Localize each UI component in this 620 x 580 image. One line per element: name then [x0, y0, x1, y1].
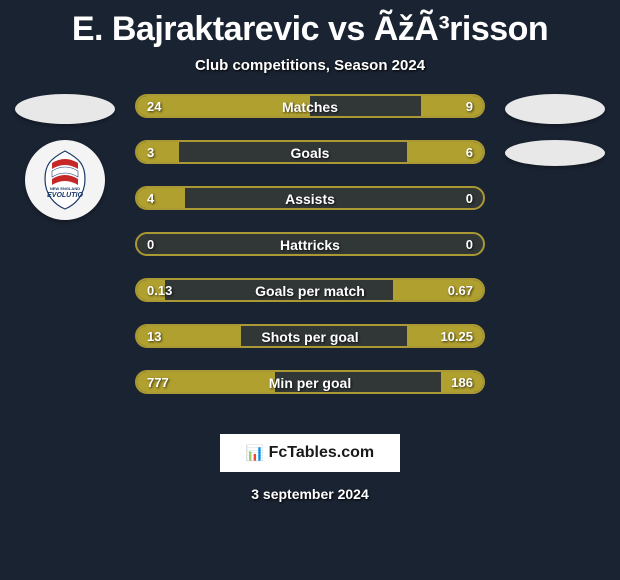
vs-separator: vs [328, 10, 365, 48]
branding-badge: 📊 FcTables.com [220, 434, 400, 472]
stat-value-left: 0 [137, 234, 164, 254]
stat-value-left: 4 [137, 188, 164, 208]
stats-bars: Matches249Goals36Assists40Hattricks00Goa… [135, 94, 485, 416]
stat-row: Goals per match0.130.67 [135, 278, 485, 302]
svg-text:EVOLUTIO: EVOLUTIO [47, 192, 83, 199]
player1-club-logo-icon: EVOLUTIO NEW ENGLAND [25, 140, 105, 220]
date-label: 3 september 2024 [0, 486, 620, 502]
stat-label: Hattricks [137, 234, 483, 254]
stat-value-left: 3 [137, 142, 164, 162]
comparison-title: E. Bajraktarevic vs ÃžÃ³risson [0, 0, 620, 49]
stat-value-right: 6 [456, 142, 483, 162]
branding-text: FcTables.com [269, 444, 375, 462]
stat-row: Shots per goal1310.25 [135, 324, 485, 348]
stat-row: Assists4 0 [135, 186, 485, 210]
player2-club-placeholder-icon [505, 140, 605, 166]
stat-value-left: 13 [137, 326, 171, 346]
stat-row: Goals36 [135, 140, 485, 164]
season-subtitle: Club competitions, Season 2024 [0, 57, 620, 74]
stat-row: Min per goal777186 [135, 370, 485, 394]
stat-value-right: 9 [456, 96, 483, 116]
chart-icon: 📊 [246, 444, 265, 462]
player1-flag-icon [15, 94, 115, 124]
player2-name: ÃžÃ³risson [374, 10, 548, 48]
player2-flag-icon [505, 94, 605, 124]
stat-value-right: 0 [456, 234, 483, 254]
player1-column: EVOLUTIO NEW ENGLAND [10, 94, 120, 220]
stat-value-right: 10.25 [430, 326, 483, 346]
stat-value-right: 186 [441, 372, 483, 392]
stat-label: Assists [137, 188, 483, 208]
stat-value-left: 0.13 [137, 280, 182, 300]
stat-value-left: 777 [137, 372, 179, 392]
player2-column [500, 94, 610, 166]
player1-name: E. Bajraktarevic [72, 10, 319, 48]
stat-row: Matches249 [135, 94, 485, 118]
stat-value-right: 0.67 [438, 280, 483, 300]
stat-row: Hattricks0 0 [135, 232, 485, 256]
stat-value-left: 24 [137, 96, 171, 116]
stat-value-right: 0 [456, 188, 483, 208]
svg-text:NEW ENGLAND: NEW ENGLAND [50, 186, 80, 191]
comparison-body: EVOLUTIO NEW ENGLAND Matches249Goals36As… [0, 94, 620, 424]
